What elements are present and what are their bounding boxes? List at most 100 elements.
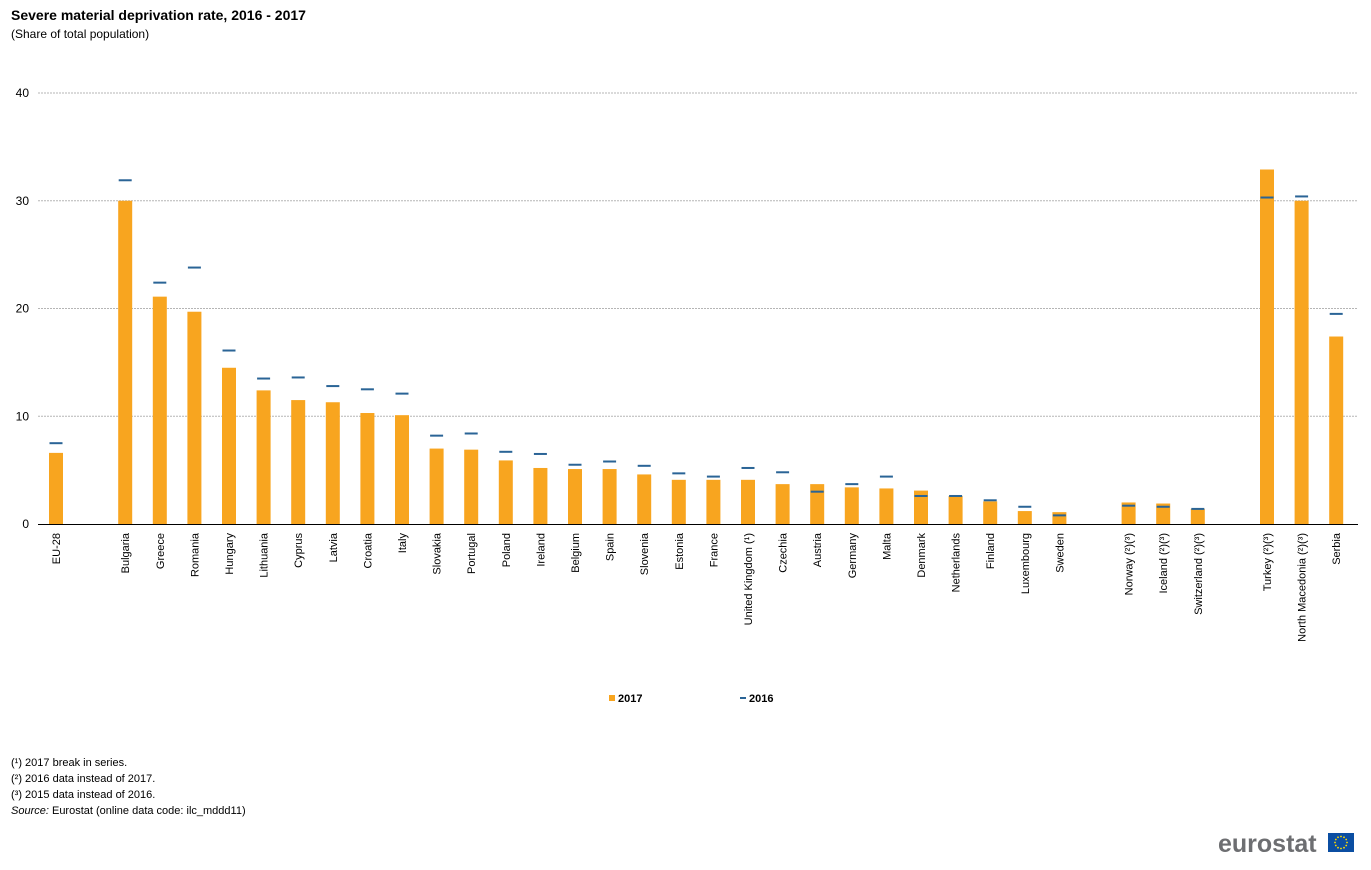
category-label: United Kingdom (¹) xyxy=(743,533,755,625)
marker-2016 xyxy=(914,494,928,497)
category-label: Belgium xyxy=(570,533,582,573)
category-label: Italy xyxy=(397,533,409,554)
category-label: Sweden xyxy=(1054,533,1066,573)
bar-2017 xyxy=(498,460,513,524)
bar-2017 xyxy=(914,490,928,524)
y-tick-label: 30 xyxy=(16,194,30,208)
bar-2017 xyxy=(152,296,167,524)
marker-2016 xyxy=(845,483,859,486)
category-label: Norway (²)(³) xyxy=(1124,533,1136,595)
marker-2016 xyxy=(395,392,409,395)
category-label: Finland xyxy=(985,533,997,569)
marker-2016 xyxy=(430,434,444,437)
marker-2016 xyxy=(257,377,271,380)
marker-2016 xyxy=(1122,504,1136,507)
category-label: Serbia xyxy=(1331,532,1343,565)
bar-2017 xyxy=(256,390,271,524)
marker-2016 xyxy=(326,385,340,388)
bar-2017 xyxy=(1156,503,1171,524)
y-tick-label: 10 xyxy=(16,409,30,423)
bar-2017 xyxy=(49,452,63,524)
category-label: Czechia xyxy=(778,532,790,573)
marker-2016 xyxy=(1191,507,1205,510)
legend-swatch-2017 xyxy=(609,695,615,701)
category-label: Switzerland (²)(³) xyxy=(1193,533,1205,615)
category-label: Slovenia xyxy=(639,532,651,575)
marker-2016 xyxy=(1329,312,1343,315)
bar-2017 xyxy=(1052,512,1067,524)
bar-2017 xyxy=(1190,508,1205,524)
category-label: Croatia xyxy=(362,532,374,568)
eu-flag-icon xyxy=(1328,833,1354,852)
marker-2016 xyxy=(983,499,997,502)
marker-2016 xyxy=(568,463,582,466)
bar-2017 xyxy=(879,488,894,524)
marker-2016 xyxy=(533,452,547,455)
category-label: Ireland xyxy=(535,533,547,567)
bar-2017 xyxy=(948,495,963,524)
y-tick-label: 0 xyxy=(22,517,29,531)
marker-2016 xyxy=(499,450,513,453)
y-tick-label: 40 xyxy=(16,86,30,100)
marker-2016 xyxy=(741,466,755,469)
footnote-1: (¹) 2017 break in series. xyxy=(11,757,128,769)
category-label: Bulgaria xyxy=(120,532,132,573)
category-label: Estonia xyxy=(674,532,686,570)
bar-2017 xyxy=(429,448,444,524)
eurostat-logo: eurostat xyxy=(1218,830,1358,860)
bar-chart: 0 10 20 30 40 EU-28 Bulgaria Greece Romania Hunga… xyxy=(16,86,1358,705)
bar-2017 xyxy=(844,487,859,524)
source-text: Eurostat (online data code: ilc_mddd11) xyxy=(48,805,246,817)
category-label: Greece xyxy=(155,533,167,569)
bar-2017 xyxy=(1121,502,1136,524)
category-label: Portugal xyxy=(466,533,478,574)
bar-2017 xyxy=(671,479,686,524)
category-label: Denmark xyxy=(916,533,928,578)
marker-2016 xyxy=(776,471,790,474)
bar-2017 xyxy=(1329,336,1344,524)
marker-2016 xyxy=(153,281,167,284)
logo-text: eurostat xyxy=(1218,830,1317,858)
chart-subtitle: (Share of total population) xyxy=(11,27,150,41)
marker-2016 xyxy=(1018,505,1032,508)
marker-2016 xyxy=(291,376,305,379)
bar-2017 xyxy=(464,449,479,524)
bar-2017 xyxy=(533,467,548,524)
category-label: North Macedonia (²)(³) xyxy=(1297,533,1309,642)
bar-2017 xyxy=(637,474,652,524)
legend-label-2017: 2017 xyxy=(618,693,642,705)
marker-2016 xyxy=(603,460,617,463)
bar-2017 xyxy=(1294,200,1309,524)
bar-2017 xyxy=(395,415,409,524)
footnote-3: (³) 2015 data instead of 2016. xyxy=(11,789,156,801)
category-label: Malta xyxy=(881,532,893,560)
marker-2016 xyxy=(1260,196,1274,199)
source-label: Source: xyxy=(11,805,49,817)
bar-2017 xyxy=(291,400,306,524)
category-label: Romania xyxy=(189,532,201,577)
footnotes: (¹) 2017 break in series. (²) 2016 data … xyxy=(11,755,246,819)
marker-2016 xyxy=(672,472,686,475)
bar-2017 xyxy=(602,469,617,524)
bar-2017 xyxy=(1260,169,1274,524)
marker-2016 xyxy=(1295,195,1309,198)
category-label: Luxembourg xyxy=(1020,533,1032,594)
bar-2017 xyxy=(360,413,375,524)
category-label: Netherlands xyxy=(951,533,963,593)
category-label: Poland xyxy=(501,533,513,567)
source-line: Source: Eurostat (online data code: ilc_… xyxy=(11,803,246,819)
bar-2017 xyxy=(187,311,202,524)
marker-2016 xyxy=(187,266,201,269)
bar-2017 xyxy=(568,469,582,524)
category-label: Turkey (²)(³) xyxy=(1262,533,1274,591)
bar-2017 xyxy=(325,402,340,524)
category-label: Slovakia xyxy=(432,532,444,574)
category-label: Latvia xyxy=(328,532,340,562)
marker-2016 xyxy=(1156,505,1170,508)
marker-2016 xyxy=(810,490,824,493)
category-label: EU-28 xyxy=(51,533,63,564)
bar-2017 xyxy=(775,484,790,524)
legend-swatch-2016 xyxy=(740,697,746,699)
bar-2017 xyxy=(706,479,721,524)
category-label: Austria xyxy=(812,532,824,567)
